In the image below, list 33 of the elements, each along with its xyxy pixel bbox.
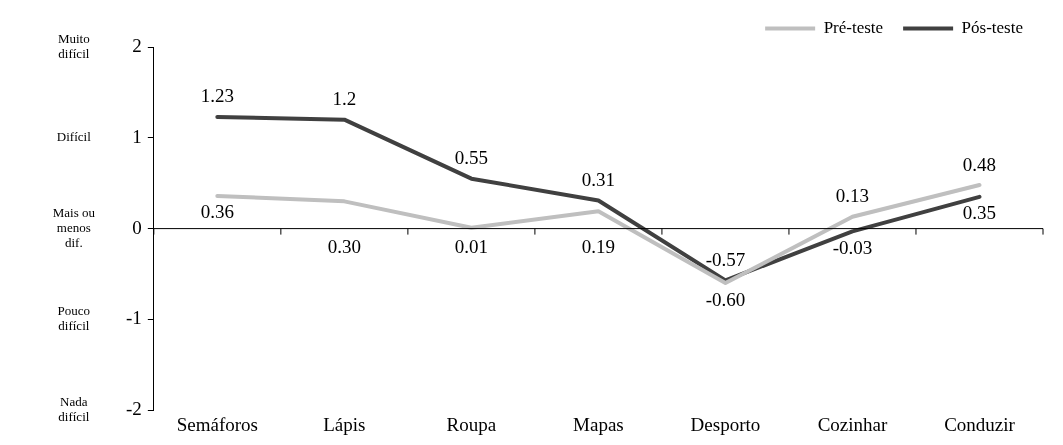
data-label: 0.19 xyxy=(581,236,616,258)
text: Pouco difícil xyxy=(57,303,91,334)
x-tick-label: Mapas xyxy=(573,413,624,435)
x-tick-label: Cozinhar xyxy=(817,413,888,435)
y-tick-label: 1 xyxy=(132,125,142,147)
x-tick-label: Roupa xyxy=(446,413,497,435)
text: Difícil xyxy=(56,129,92,145)
x-tick-label: Conduzir xyxy=(944,413,1016,435)
data-label: -0.60 xyxy=(705,288,746,310)
y-tick-label: -2 xyxy=(126,398,142,420)
text: Nada difícil xyxy=(58,394,90,425)
text: Mais ou menos dif. xyxy=(52,205,96,251)
x-tick-label: Semáforos xyxy=(176,413,258,435)
data-label: 1.23 xyxy=(200,85,234,107)
legend-label: Pós-teste xyxy=(961,17,1024,37)
data-label: 0.01 xyxy=(454,236,489,258)
y-tick-label: 0 xyxy=(132,216,142,238)
data-label: 0.30 xyxy=(327,236,361,258)
data-label: 0.31 xyxy=(581,168,616,190)
data-label: 0.55 xyxy=(454,147,489,169)
data-label: 1.2 xyxy=(332,88,357,110)
data-label: -0.57 xyxy=(705,248,746,270)
data-label: 0.48 xyxy=(962,153,997,175)
legend-label: Pré-teste xyxy=(823,17,884,37)
text: Muito difícil xyxy=(57,30,90,61)
data-label: 0.36 xyxy=(200,201,234,223)
x-tick-label: Desporto xyxy=(690,413,761,435)
data-label: 0.13 xyxy=(835,185,870,207)
y-tick-label: 2 xyxy=(132,34,142,56)
x-tick-label: Lápis xyxy=(323,413,366,435)
data-label: -0.03 xyxy=(832,236,873,258)
data-label: 0.35 xyxy=(962,202,997,224)
y-tick-label: -1 xyxy=(126,307,142,329)
